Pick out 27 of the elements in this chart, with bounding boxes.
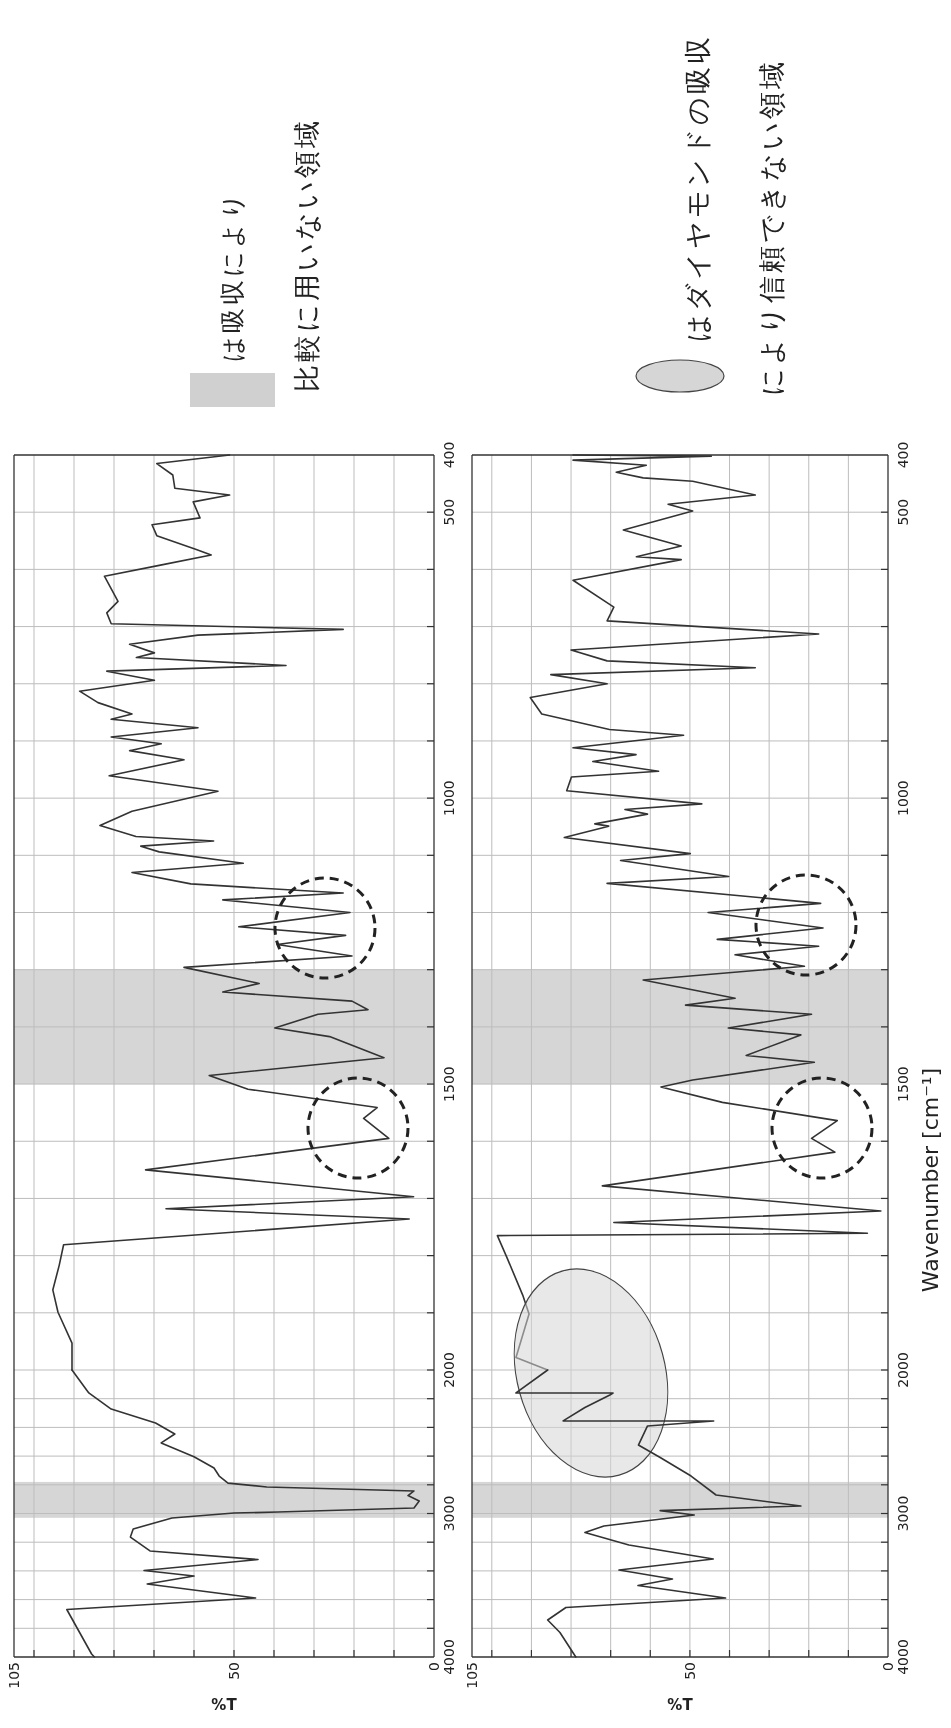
y-tick-label: 2000: [441, 1352, 457, 1388]
x-tick-label: 105: [464, 1662, 480, 1689]
y-tick-label: 500: [441, 498, 457, 526]
x-tick-label: 50: [681, 1662, 698, 1680]
y-tick-label: 400: [441, 441, 457, 469]
y-tick-label: 2000: [895, 1352, 911, 1388]
x-tick-label: 0: [880, 1662, 896, 1671]
y-tick-label: 1500: [895, 1066, 911, 1102]
text: は吸収により: [217, 190, 247, 362]
x-tick-label: 0: [426, 1662, 442, 1671]
text: はダイヤモンドの吸収: [681, 34, 713, 342]
x-tick-label: 50: [226, 1662, 242, 1680]
y-tick-label: 4000: [441, 1639, 457, 1675]
y-tick-label: 3000: [441, 1495, 457, 1532]
y-tick-label: 3000: [895, 1495, 911, 1532]
y-tick-label: 1000: [441, 780, 457, 816]
text: 比較に用いない領域: [290, 118, 322, 392]
x-axis-title: %T: [667, 1696, 694, 1714]
y-tick-label: 500: [895, 498, 911, 526]
text: により信頼できない領域: [755, 59, 787, 396]
y-tick-label: 400: [895, 441, 911, 469]
y-axis-title: Wavenumber [cm⁻¹]: [917, 1067, 943, 1293]
x-axis-title: %T: [211, 1696, 238, 1714]
x-tick-label: 105: [6, 1662, 22, 1689]
y-tick-label: 1000: [895, 780, 911, 816]
y-tick-label: 4000: [895, 1639, 911, 1675]
y-tick-label: 1500: [441, 1066, 457, 1102]
